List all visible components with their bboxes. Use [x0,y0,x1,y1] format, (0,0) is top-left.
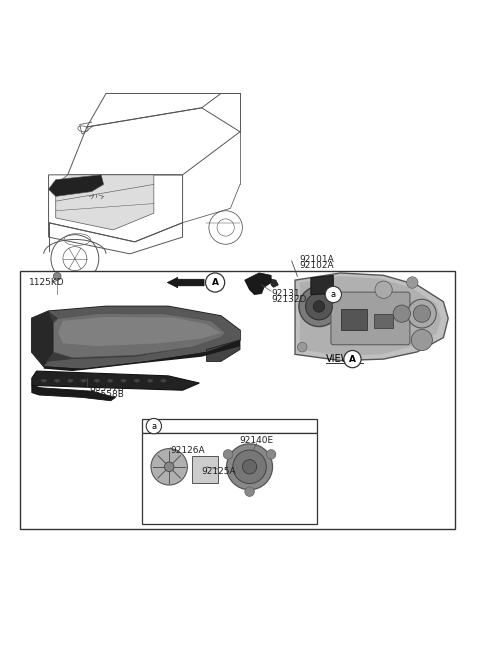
Polygon shape [32,371,199,390]
Bar [142,419,317,434]
Text: 1125KD: 1125KD [29,278,65,287]
Circle shape [151,449,187,485]
Ellipse shape [94,379,100,382]
Circle shape [344,350,361,368]
Bar [340,309,367,331]
Ellipse shape [147,379,153,382]
Polygon shape [44,340,240,371]
Ellipse shape [108,379,113,382]
Bar [20,270,456,529]
Text: 92102A: 92102A [300,261,335,270]
Circle shape [227,444,273,490]
Polygon shape [32,311,53,366]
Text: 92126A: 92126A [170,445,205,455]
Text: A: A [212,278,218,287]
Polygon shape [56,175,154,230]
Polygon shape [271,279,278,287]
Polygon shape [245,273,271,295]
Ellipse shape [160,379,166,382]
Circle shape [242,460,257,474]
Polygon shape [58,317,221,346]
Circle shape [411,329,432,350]
Ellipse shape [81,379,86,382]
Circle shape [146,419,161,434]
Text: 92125A: 92125A [201,467,236,476]
Polygon shape [311,276,333,295]
Circle shape [325,287,341,302]
Text: 92140E: 92140E [240,436,274,445]
Text: 92101A: 92101A [300,255,335,264]
Circle shape [306,293,332,320]
Text: 86558B: 86558B [89,390,124,399]
FancyArrow shape [167,277,204,288]
Circle shape [298,342,307,352]
Polygon shape [32,306,240,369]
Polygon shape [206,340,240,361]
Ellipse shape [134,379,140,382]
Ellipse shape [120,379,126,382]
Circle shape [313,300,324,312]
Polygon shape [32,386,116,401]
Polygon shape [44,306,240,369]
Polygon shape [53,314,226,358]
Circle shape [375,281,392,298]
Circle shape [299,287,339,327]
Circle shape [53,272,61,280]
Circle shape [407,277,418,288]
Circle shape [245,487,254,497]
Polygon shape [32,311,48,366]
Circle shape [413,305,431,322]
Circle shape [205,273,225,292]
Polygon shape [48,175,104,196]
Ellipse shape [54,379,60,382]
Circle shape [223,449,233,459]
Ellipse shape [68,379,73,382]
Circle shape [164,462,174,472]
Circle shape [233,450,266,483]
Polygon shape [295,273,448,361]
FancyBboxPatch shape [331,292,410,345]
Circle shape [408,299,436,328]
Polygon shape [300,276,441,356]
Text: 92131: 92131 [271,289,300,298]
Text: a: a [331,290,336,299]
Text: a: a [151,422,156,430]
Text: VIEW: VIEW [326,354,351,364]
Text: 92132D: 92132D [271,295,307,304]
Bar [192,457,218,483]
Text: A: A [349,355,356,363]
Ellipse shape [41,379,47,382]
Text: 86557B: 86557B [89,384,124,393]
Circle shape [266,449,276,459]
Circle shape [393,305,410,322]
Bar [374,314,393,328]
Bar [142,434,317,524]
